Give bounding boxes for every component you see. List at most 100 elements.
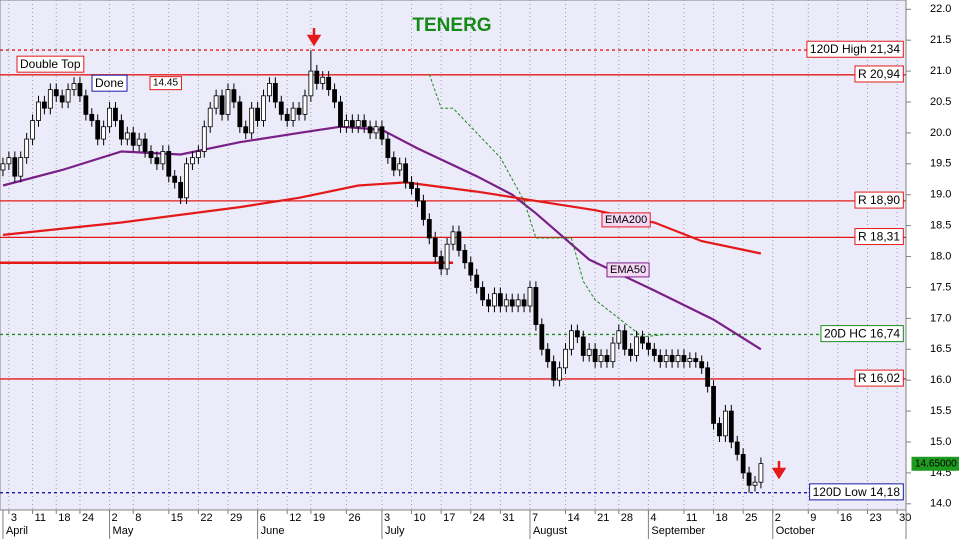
candle-body (646, 342, 651, 350)
candle-body (515, 299, 521, 307)
y-tick-label: 21.5 (930, 34, 951, 46)
last-price-label: 14.65000 (915, 458, 957, 469)
candle-body (261, 95, 266, 121)
candle-body (450, 231, 456, 245)
x-tick-label: 17 (443, 512, 455, 524)
x-tick-label: 22 (200, 512, 212, 524)
y-tick-label: 18.0 (930, 250, 951, 262)
x-tick-label: 8 (135, 512, 141, 524)
candle-body (622, 330, 628, 350)
x-tick-label: 11 (686, 512, 697, 524)
month-label: May (113, 525, 134, 537)
label-box (911, 456, 959, 471)
x-tick-label: 25 (745, 512, 757, 524)
candle-body (728, 410, 734, 443)
candle-body (527, 287, 533, 307)
candle-body (59, 95, 65, 103)
x-tick-label: 31 (502, 512, 514, 524)
month-label: June (261, 525, 285, 537)
y-tick-label: 17.5 (930, 281, 951, 293)
candle-body (438, 256, 444, 270)
label-box (91, 74, 128, 92)
candle-body (628, 348, 634, 356)
candle-body (391, 157, 397, 171)
candle-body (545, 348, 551, 363)
candle-body (503, 299, 509, 307)
candle-body (711, 385, 716, 424)
candle-body (486, 299, 491, 307)
candle-body (124, 132, 130, 140)
candle-body (136, 138, 142, 146)
candle-body (89, 113, 95, 121)
candle-body (243, 126, 249, 134)
y-tick-label: 16.0 (930, 374, 951, 386)
candle-body (397, 163, 403, 171)
candle-body (634, 336, 639, 356)
candle-body (432, 237, 438, 257)
candle-body (651, 348, 657, 356)
candle-body (314, 70, 320, 84)
candle-body (699, 361, 705, 369)
x-tick-label: 24 (82, 512, 94, 524)
x-tick-label: 7 (532, 512, 538, 524)
candle-body (255, 107, 260, 121)
candle-body (740, 453, 746, 474)
candle-body (101, 126, 107, 140)
x-tick-label: 21 (597, 512, 609, 524)
candle-body (752, 481, 758, 486)
label-box (601, 212, 651, 228)
y-tick-label: 15.0 (930, 436, 951, 448)
candle-body (533, 287, 539, 325)
x-tick-label: 4 (650, 512, 656, 524)
candle-body (420, 200, 426, 220)
level-label: 120D High 21,34 (810, 42, 900, 56)
candle-body (349, 120, 355, 128)
candle-body (385, 138, 391, 159)
candle-body (338, 101, 343, 128)
candle-body (53, 89, 59, 97)
x-tick-label: 3 (11, 512, 17, 524)
x-tick-label: 30 (899, 512, 911, 524)
candle-body (83, 95, 89, 115)
x-tick-label: 3 (384, 512, 390, 524)
candle-body (118, 120, 124, 140)
candle-body (598, 355, 604, 363)
candle-body (225, 89, 231, 115)
candle-body (616, 330, 622, 344)
candle-body (355, 120, 361, 128)
candle-body (30, 120, 35, 140)
level-label: R 16,02 (858, 371, 900, 385)
candle-body (734, 441, 740, 455)
annotation: Double Top (20, 57, 81, 71)
candle-body (278, 101, 284, 115)
level-label: R 18,31 (858, 230, 900, 244)
candle-body (284, 113, 290, 121)
candle-body (6, 157, 12, 165)
y-tick-label: 20.5 (930, 96, 951, 108)
trailing-stop (428, 74, 667, 338)
x-tick-label: 11 (35, 512, 46, 524)
candle-body (563, 348, 568, 369)
candle-body (693, 358, 699, 363)
x-tick-label: 29 (230, 512, 242, 524)
candle-body (361, 120, 367, 128)
month-label: August (533, 525, 567, 537)
candle-body (184, 163, 189, 199)
x-tick-label: 2 (775, 512, 781, 524)
candle-body (497, 293, 503, 307)
y-tick-label: 19.0 (930, 189, 951, 201)
candle-body (231, 89, 237, 103)
label-box (854, 191, 904, 209)
candle-body (302, 95, 308, 115)
y-tick-label: 14.0 (930, 498, 951, 510)
y-tick-label: 22.0 (930, 3, 951, 15)
candle-body (758, 463, 764, 483)
candle-body (95, 120, 101, 140)
x-tick-label: 14 (568, 512, 580, 524)
x-tick-label: 10 (414, 512, 426, 524)
candle-body (207, 107, 213, 128)
label-box (149, 76, 182, 91)
label-box (854, 228, 904, 246)
ema-line (2, 181, 762, 255)
